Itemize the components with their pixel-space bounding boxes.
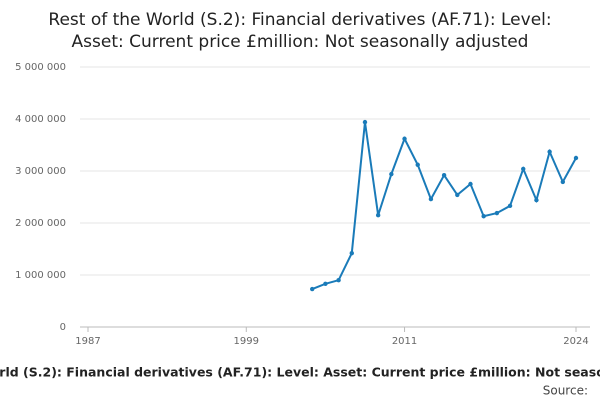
chart-title: Asset: Current price £million: Not seaso… (72, 32, 529, 52)
point (415, 162, 420, 167)
point (402, 136, 407, 141)
point (494, 210, 500, 216)
point (468, 181, 473, 187)
y-tick-label: 0 (60, 322, 66, 333)
x-tick-label: 1999 (234, 336, 259, 347)
point (362, 119, 368, 125)
x-tick-label: 2011 (392, 336, 417, 347)
point (428, 196, 434, 202)
y-tick-label: 2 000 000 (15, 218, 66, 229)
point (455, 192, 460, 198)
point (521, 166, 526, 172)
y-tick-label: 3 000 000 (15, 166, 66, 177)
y-tick-label: 4 000 000 (15, 114, 66, 125)
point (507, 203, 513, 209)
point (310, 286, 315, 292)
point (349, 250, 354, 256)
point (389, 171, 394, 177)
y-tick-label: 1 000 000 (15, 270, 66, 281)
point (336, 278, 341, 283)
source: Source: (543, 384, 588, 398)
point (323, 281, 328, 287)
y-tick-label: 5 000 000 (15, 62, 66, 73)
point (547, 149, 552, 154)
x-axis-label: Rest of the World (S.2): Financial deriv… (0, 365, 600, 380)
x-tick-label: 2024 (563, 336, 588, 347)
point (560, 179, 566, 185)
point (481, 214, 486, 219)
point (573, 155, 579, 161)
point (375, 213, 381, 218)
point (441, 172, 447, 178)
chart-title: Rest of the World (S.2): Financial deriv… (48, 10, 551, 30)
point (534, 197, 539, 203)
x-tick-label: 1987 (75, 336, 100, 347)
line (311, 121, 577, 290)
